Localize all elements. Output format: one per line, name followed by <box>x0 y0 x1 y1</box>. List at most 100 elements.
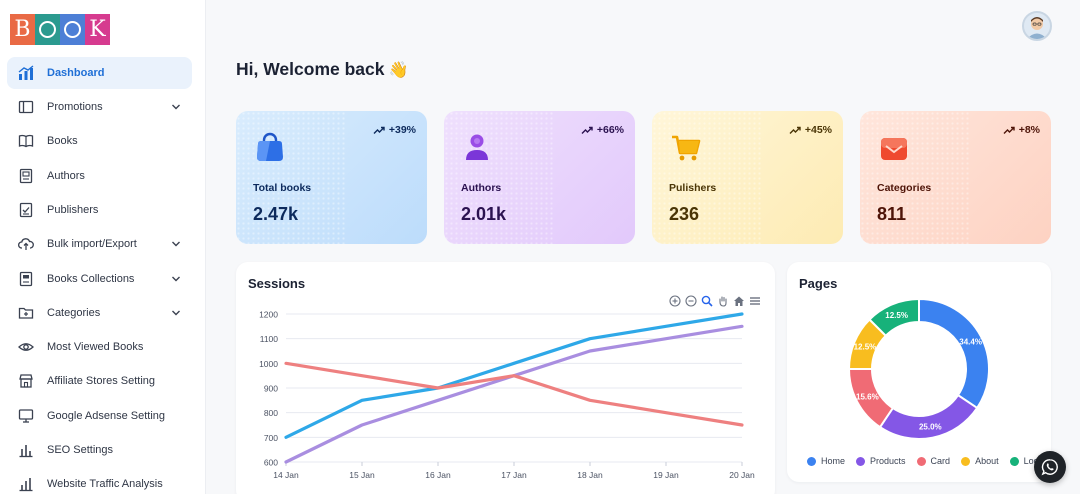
series-line-2[interactable] <box>284 361 744 427</box>
chat-button[interactable] <box>1034 451 1066 483</box>
sidebar-item-categories[interactable]: Categories <box>7 297 192 329</box>
pan-hand-icon[interactable] <box>716 294 730 308</box>
card-pattern <box>652 111 762 244</box>
stat-label: Total books <box>253 182 312 194</box>
dashboard-icon <box>18 65 34 81</box>
sessions-card: 600 700 800 900 1000 1100 1200 14 Jan 15 Jan 16 J… <box>236 262 775 494</box>
pages-card: 34.4% 25.0% 15.6% 12.5% 12.5% Pages Home Pro… <box>787 262 1051 482</box>
legend-swatch <box>856 456 866 466</box>
trend-badge: +66% <box>581 124 624 136</box>
slice-label: 12.5% <box>885 311 908 320</box>
legend-item-about[interactable]: About <box>961 456 999 466</box>
sidebar-item-dashboard[interactable]: Dashboard <box>7 57 192 89</box>
x-tick-label: 18 Jan <box>577 470 603 480</box>
collection-icon <box>18 271 34 287</box>
sidebar-item-seo-settings[interactable]: SEO Settings <box>7 434 192 466</box>
card-pattern <box>444 111 554 244</box>
legend-label: Home <box>821 456 846 466</box>
user-icon <box>466 134 488 160</box>
y-tick-label: 1100 <box>260 334 279 344</box>
series-line-0[interactable] <box>284 312 744 439</box>
sidebar-item-affiliate-stores-setting[interactable]: Affiliate Stores Setting <box>7 366 192 398</box>
sessions-title: Sessions <box>248 276 306 291</box>
y-tick-label: 600 <box>264 458 278 468</box>
y-tick-label: 800 <box>264 408 278 418</box>
zoom-in-icon[interactable] <box>668 294 682 308</box>
sidebar-item-label: Dashboard <box>47 66 105 79</box>
sidebar-item-bulk-import-export[interactable]: Bulk import/Export <box>7 228 192 260</box>
eye-icon <box>18 339 34 355</box>
sidebar-item-label: Website Traffic Analysis <box>47 478 163 491</box>
y-tick-label: 1200 <box>259 310 278 320</box>
card-pattern <box>860 111 970 244</box>
series-line-1[interactable] <box>284 324 744 464</box>
publisher-icon <box>18 202 34 218</box>
mail-icon <box>881 138 907 160</box>
stat-card-categories[interactable]: +8% Categories 811 <box>860 111 1051 244</box>
legend-swatch <box>961 456 971 466</box>
sidebar-item-books-collections[interactable]: Books Collections <box>7 263 192 295</box>
legend-item-products[interactable]: Products <box>856 456 906 466</box>
sidebar-item-label: Affiliate Stores Setting <box>47 375 156 388</box>
legend-swatch <box>916 456 926 466</box>
avatar[interactable] <box>1022 11 1052 41</box>
sidebar-item-label: Bulk import/Export <box>47 238 137 251</box>
sidebar-item-books[interactable]: Books <box>7 126 192 158</box>
sidebar-item-label: Google Adsense Setting <box>47 409 166 422</box>
menu-icon[interactable] <box>748 294 762 308</box>
trend-badge: +45% <box>789 124 832 136</box>
user-avatar-icon <box>1027 17 1047 39</box>
stat-value: 811 <box>877 204 907 224</box>
trending-up-icon <box>581 126 593 134</box>
zoom-out-icon[interactable] <box>684 294 698 308</box>
sidebar-item-label: Promotions <box>47 101 103 114</box>
donut-slice-login[interactable] <box>868 297 920 338</box>
sidebar-item-authors[interactable]: Authors <box>7 160 192 192</box>
y-tick-label: 900 <box>264 384 278 394</box>
monitor-icon <box>18 408 34 424</box>
sidebar-item-publishers[interactable]: Publishers <box>7 194 192 226</box>
book-icon <box>18 133 34 149</box>
sidebar-item-label: Books Collections <box>47 272 135 285</box>
trending-up-icon <box>789 126 801 134</box>
chevron-down-icon[interactable] <box>170 273 182 285</box>
sidebar-item-google-adsense-setting[interactable]: Google Adsense Setting <box>7 400 192 432</box>
chevron-down-icon[interactable] <box>170 307 182 319</box>
chevron-down-icon[interactable] <box>170 101 182 113</box>
stat-value: 236 <box>669 204 700 224</box>
trending-up-icon <box>373 126 385 134</box>
sidebar-item-most-viewed-books[interactable]: Most Viewed Books <box>7 331 192 363</box>
traffic-icon <box>18 476 34 492</box>
zoom-selection-icon[interactable] <box>700 294 714 308</box>
trend-badge: +8% <box>1003 124 1040 136</box>
brand-logo[interactable]: B K <box>10 14 110 45</box>
legend-label: Card <box>930 456 951 466</box>
donut-slice-products[interactable] <box>878 393 979 440</box>
legend-item-card[interactable]: Card <box>916 456 951 466</box>
slice-label: 12.5% <box>854 343 877 352</box>
legend-item-home[interactable]: Home <box>807 456 845 466</box>
legend-swatch <box>807 456 816 466</box>
page-title: Hi, Welcome back 👋 <box>236 59 409 79</box>
stat-card-total-books[interactable]: +39% Total books 2.47k <box>236 111 427 244</box>
chevron-down-icon[interactable] <box>170 238 182 250</box>
sidebar-item-label: SEO Settings <box>47 444 114 457</box>
trend-badge: +39% <box>373 124 416 136</box>
x-tick-label: 17 Jan <box>501 470 527 480</box>
pages-donut-chart: 34.4% 25.0% 15.6% 12.5% 12.5% <box>847 297 990 440</box>
waving-hand-icon: 👋 <box>388 62 409 79</box>
x-tick-label: 15 Jan <box>349 470 375 480</box>
sidebar-item-promotions[interactable]: Promotions <box>7 91 192 123</box>
sidebar-item-website-traffic-analysis[interactable]: Website Traffic Analysis <box>7 469 192 494</box>
bar-chart-icon <box>18 442 34 458</box>
home-reset-icon[interactable] <box>732 294 746 308</box>
x-tick-label: 16 Jan <box>425 470 451 480</box>
sidebar: B K Dashboard Promotions Books <box>0 0 206 494</box>
stat-card-authors[interactable]: +66% Authors 2.01k <box>444 111 635 244</box>
logo-ring-icon <box>60 14 85 45</box>
upload-icon <box>18 236 34 252</box>
stat-card-publishers[interactable]: +45% Pulishers 236 <box>652 111 843 244</box>
logo-letter-b: B <box>10 14 35 45</box>
sessions-line-chart: 600 700 800 900 1000 1100 1200 14 Jan 15 Jan 16 J… <box>259 310 755 481</box>
donut-slice-home[interactable] <box>918 297 990 410</box>
